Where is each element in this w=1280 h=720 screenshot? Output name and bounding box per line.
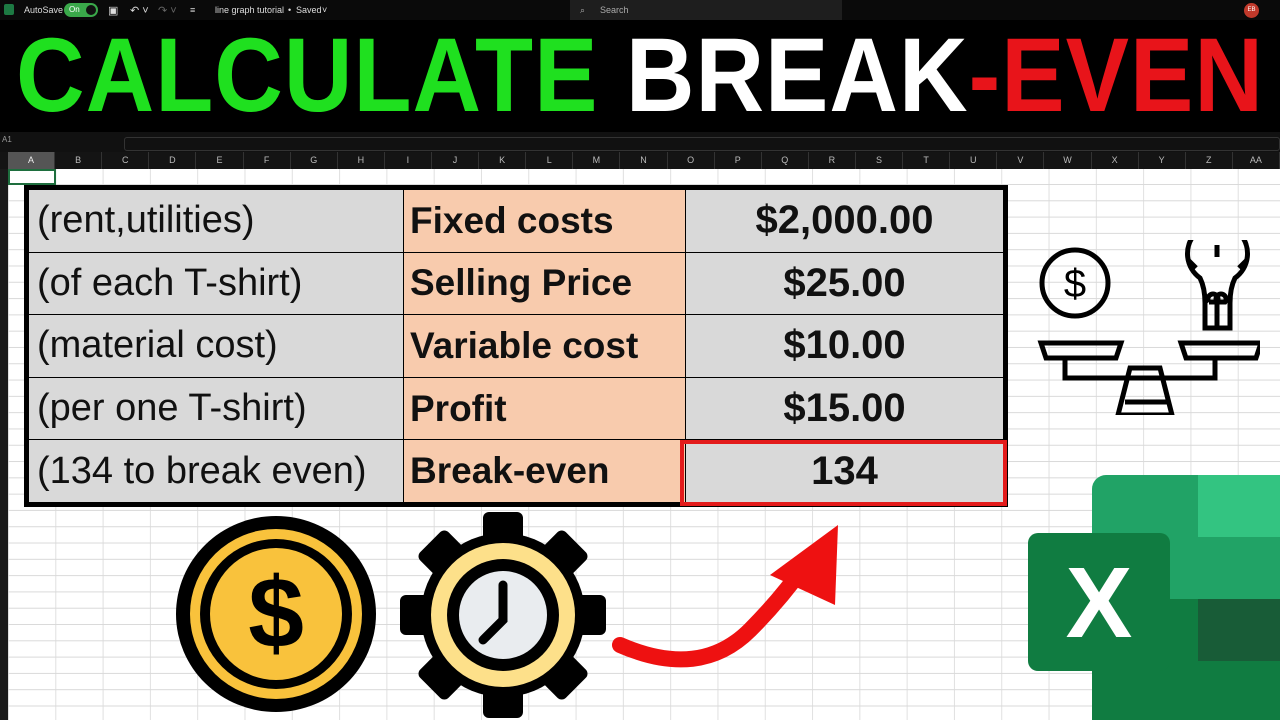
row-label[interactable]: Profit (404, 377, 685, 440)
customize-toolbar-icon[interactable]: ≡ (190, 5, 196, 15)
title-word-calculate: CALCULATE (16, 17, 599, 134)
file-name[interactable]: line graph tutorial (215, 5, 285, 15)
formula-input[interactable] (124, 137, 1280, 151)
row-value[interactable]: 134 (686, 440, 1003, 502)
column-header[interactable]: R (809, 152, 856, 169)
active-cell-a1[interactable] (8, 169, 56, 185)
row-label[interactable]: Break-even (404, 440, 685, 502)
save-icon[interactable]: ▣ (108, 4, 119, 17)
row-value[interactable]: $2,000.00 (686, 190, 1003, 252)
row-value[interactable]: $25.00 (686, 252, 1003, 315)
column-header[interactable]: AA (1233, 152, 1280, 169)
gear-clock-icon (400, 512, 606, 718)
column-header[interactable]: C (102, 152, 150, 169)
search-box[interactable]: ⌕ Search (570, 0, 842, 20)
column-header[interactable]: I (385, 152, 432, 169)
svg-text:$: $ (248, 557, 304, 669)
autosave-toggle[interactable]: On (64, 3, 98, 17)
excel-app-icon (4, 4, 14, 15)
column-header[interactable]: M (573, 152, 621, 169)
row-label[interactable]: Selling Price (404, 252, 685, 315)
row-note[interactable]: (of each T-shirt) (29, 252, 403, 315)
column-header[interactable]: A (8, 152, 56, 169)
column-header[interactable]: W (1044, 152, 1092, 169)
column-headers: A B C D E F G H I J K L M N O P Q R S T U V W X Y Z AA (0, 152, 1280, 169)
save-status[interactable]: Saved (296, 5, 322, 15)
balance-scale-icon: $ (1037, 240, 1260, 415)
column-header[interactable]: S (856, 152, 904, 169)
column-header[interactable]: G (291, 152, 338, 169)
column-header[interactable]: X (1092, 152, 1139, 169)
thumbnail-title: CALCULATE BREAK-EVEN (0, 17, 1280, 134)
name-box[interactable]: A1 (2, 135, 12, 144)
column-header[interactable]: F (244, 152, 291, 169)
title-word-break: BREAK (625, 17, 969, 134)
gear-tooth (566, 595, 606, 635)
gear-tooth (483, 512, 523, 552)
excel-logo-icon: X (1028, 475, 1280, 720)
column-header[interactable]: T (903, 152, 951, 169)
column-header[interactable]: E (196, 152, 244, 169)
break-even-table: (rent,utilities) Fixed costs $2,000.00 (of … (24, 185, 1008, 507)
row-headers (0, 169, 8, 720)
column-header[interactable]: K (479, 152, 527, 169)
avatar[interactable]: EB (1244, 3, 1259, 18)
svg-text:$: $ (1064, 262, 1086, 306)
title-word-even: -EVEN (968, 17, 1264, 134)
column-header[interactable]: D (149, 152, 197, 169)
search-icon: ⌕ (580, 5, 586, 15)
column-header[interactable]: V (997, 152, 1045, 169)
chevron-down-icon[interactable]: ˅ (322, 5, 328, 15)
formula-bar: A1 (0, 132, 1280, 152)
row-note[interactable]: (per one T-shirt) (29, 377, 403, 440)
search-placeholder: Search (600, 5, 629, 15)
title-bar: AutoSave On ▣ ↶ ˅ ↷ ˅ ≡ line graph tutor… (0, 0, 1280, 20)
column-header[interactable]: J (432, 152, 480, 169)
column-header[interactable]: H (338, 152, 385, 169)
break-even-highlight (680, 440, 1007, 506)
row-label[interactable]: Variable cost (404, 315, 685, 377)
row-note[interactable]: (material cost) (29, 315, 403, 377)
column-header[interactable]: P (715, 152, 762, 169)
autosave-label: AutoSave (24, 5, 64, 15)
row-note[interactable]: (134 to break even) (29, 440, 403, 502)
column-header[interactable]: U (950, 152, 998, 169)
red-arrow-icon (612, 525, 838, 668)
separator-dot: • (288, 5, 292, 15)
column-header[interactable]: L (526, 152, 574, 169)
gear-tooth (400, 595, 440, 635)
row-value[interactable]: $15.00 (686, 377, 1003, 440)
gear-tooth (483, 678, 523, 718)
coin-dollar-icon: $ (176, 516, 376, 712)
column-header[interactable]: B (55, 152, 103, 169)
redo-icon[interactable]: ↷ ˅ (158, 4, 177, 17)
svg-text:X: X (1066, 547, 1133, 659)
column-header[interactable]: N (620, 152, 668, 169)
column-header[interactable]: O (668, 152, 715, 169)
column-header[interactable]: Q (762, 152, 809, 169)
undo-icon[interactable]: ↶ ˅ (130, 4, 149, 17)
column-header[interactable]: Y (1139, 152, 1186, 169)
row-value[interactable]: $10.00 (686, 315, 1003, 377)
row-label[interactable]: Fixed costs (404, 190, 685, 252)
column-header[interactable]: Z (1186, 152, 1233, 169)
row-note[interactable]: (rent,utilities) (29, 190, 403, 252)
